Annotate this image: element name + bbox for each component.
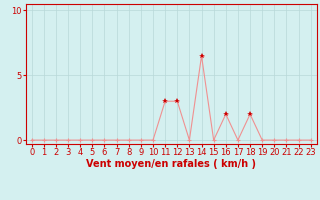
X-axis label: Vent moyen/en rafales ( km/h ): Vent moyen/en rafales ( km/h ) [86,159,256,169]
